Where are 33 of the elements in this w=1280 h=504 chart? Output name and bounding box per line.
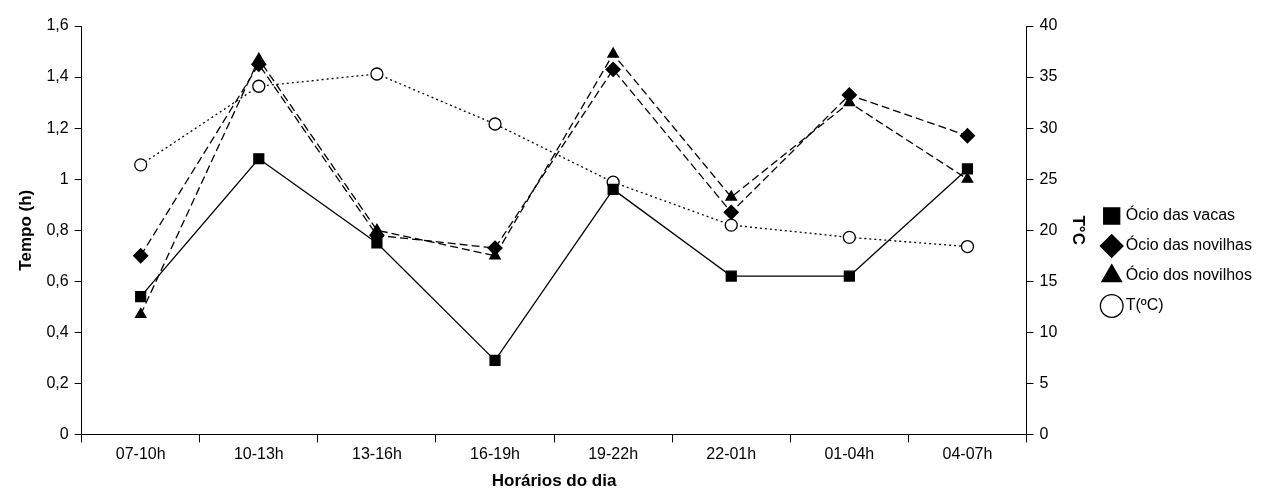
x-tick-label: 07-10h xyxy=(115,445,166,463)
y-tick-label: 0,6 xyxy=(46,271,69,289)
legend-label: Ócio das vacas xyxy=(1125,205,1236,224)
y2-tick-label: 40 xyxy=(1039,16,1058,34)
x-tick-label: 01-04h xyxy=(824,445,875,463)
y2-tick-label: 30 xyxy=(1039,118,1058,136)
y2-tick-label: 15 xyxy=(1039,271,1058,289)
y2-tick-label: 20 xyxy=(1039,220,1058,238)
x-tick-label: 22-01h xyxy=(706,445,757,463)
y2-tick-label: 25 xyxy=(1039,169,1058,187)
x-tick-label: 16-19h xyxy=(470,445,520,463)
y2-tick-label: 10 xyxy=(1039,322,1058,340)
y-tick-label: 0,8 xyxy=(46,220,69,238)
x-tick-label: 10-13h xyxy=(233,445,284,463)
y-tick-label: 0,4 xyxy=(46,322,69,340)
x-tick-label: 19-22h xyxy=(588,445,639,463)
x-axis-title: Horários do dia xyxy=(491,471,617,491)
y-tick-label: 1,2 xyxy=(46,118,69,136)
y-tick-label: 1,4 xyxy=(46,67,69,85)
legend-label: T(ºC) xyxy=(1125,296,1164,314)
legend-label: Ócio das novilhas xyxy=(1125,235,1253,254)
legend-label: Ócio dos novilhos xyxy=(1125,265,1253,284)
x-tick-label: 13-16h xyxy=(352,445,402,463)
x-tick-label: 04-07h xyxy=(942,445,993,463)
y2-tick-label: 0 xyxy=(1039,424,1049,442)
y-tick-label: 0 xyxy=(59,424,69,442)
y2-tick-label: 35 xyxy=(1039,67,1058,85)
y2-axis-title: T°C xyxy=(1068,215,1088,245)
y2-tick-label: 5 xyxy=(1039,373,1049,391)
y-tick-label: 0,2 xyxy=(46,373,69,391)
y-axis-title: Tempo (h) xyxy=(15,189,35,271)
y-tick-label: 1 xyxy=(59,169,69,187)
y-tick-label: 1,6 xyxy=(46,16,69,34)
